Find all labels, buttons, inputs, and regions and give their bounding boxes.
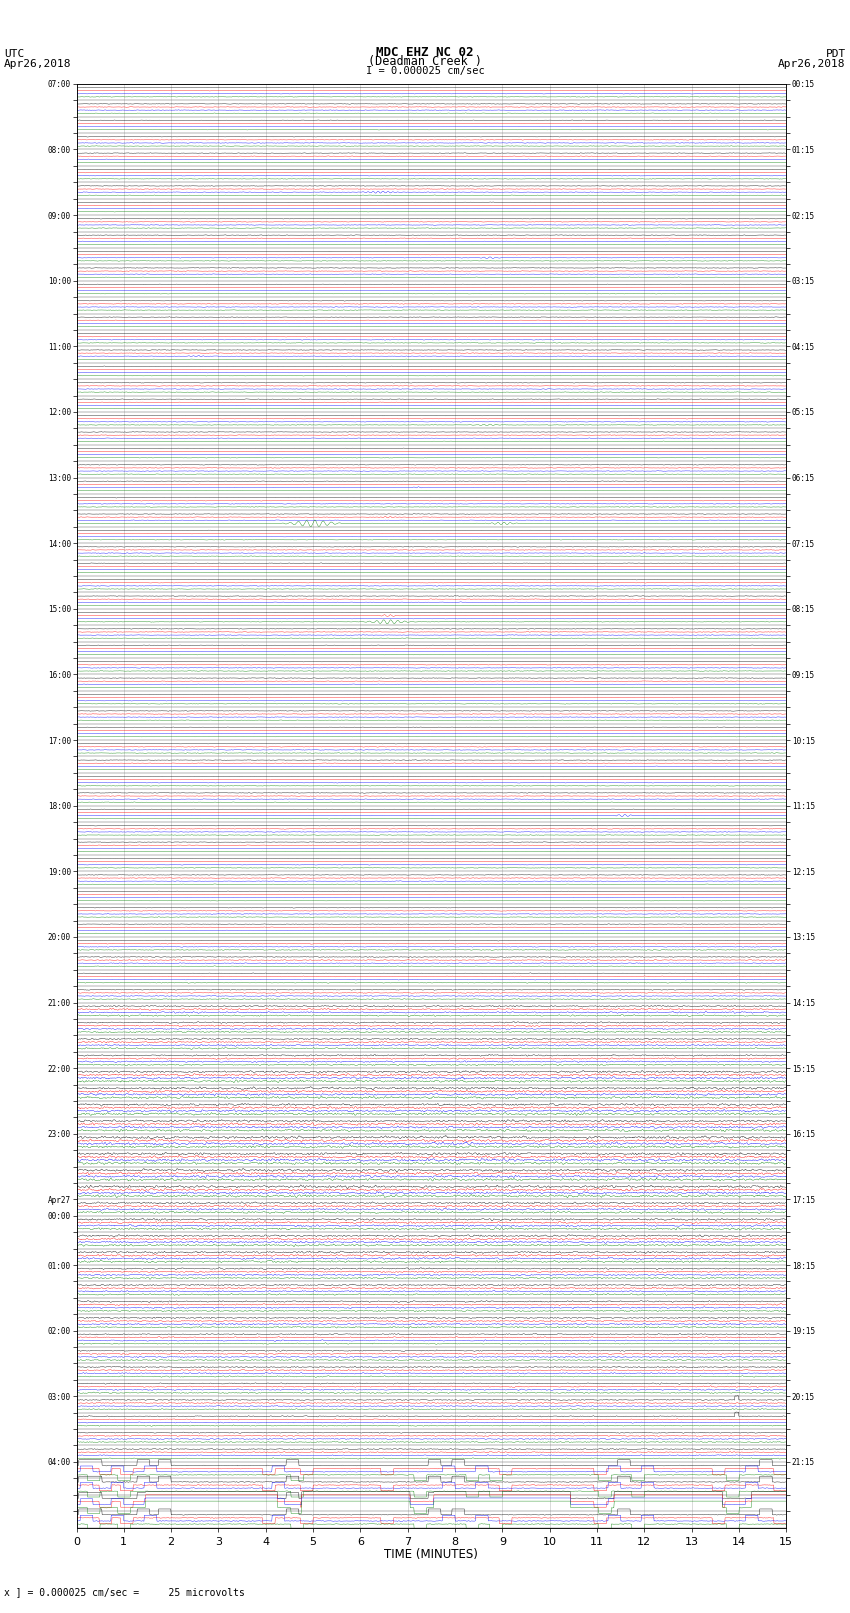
Text: Apr26,2018: Apr26,2018 <box>4 58 71 69</box>
Text: Apr26,2018: Apr26,2018 <box>779 58 846 69</box>
Text: MDC EHZ NC 02: MDC EHZ NC 02 <box>377 45 473 58</box>
Text: (Deadman Creek ): (Deadman Creek ) <box>368 55 482 68</box>
Text: x ] = 0.000025 cm/sec =     25 microvolts: x ] = 0.000025 cm/sec = 25 microvolts <box>4 1587 245 1597</box>
X-axis label: TIME (MINUTES): TIME (MINUTES) <box>384 1548 479 1561</box>
Text: I = 0.000025 cm/sec: I = 0.000025 cm/sec <box>366 66 484 76</box>
Text: PDT: PDT <box>825 48 846 58</box>
Text: UTC: UTC <box>4 48 25 58</box>
